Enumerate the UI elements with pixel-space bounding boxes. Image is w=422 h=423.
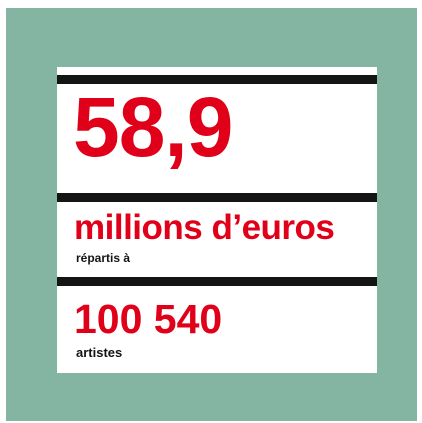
middle-rule: [57, 193, 377, 202]
recipient-count: 100 540: [74, 296, 223, 342]
connector-text: répartis à: [76, 251, 131, 265]
recipient-label: artistes: [76, 345, 123, 360]
infographic-frame: 58,9 millions d’euros répartis à 100 540…: [6, 8, 417, 421]
top-rule: [57, 75, 377, 84]
amount-figure: 58,9: [73, 80, 233, 174]
bottom-rule: [57, 277, 377, 286]
amount-unit: millions d’euros: [74, 208, 335, 247]
stat-card: 58,9 millions d’euros répartis à 100 540…: [57, 67, 377, 373]
